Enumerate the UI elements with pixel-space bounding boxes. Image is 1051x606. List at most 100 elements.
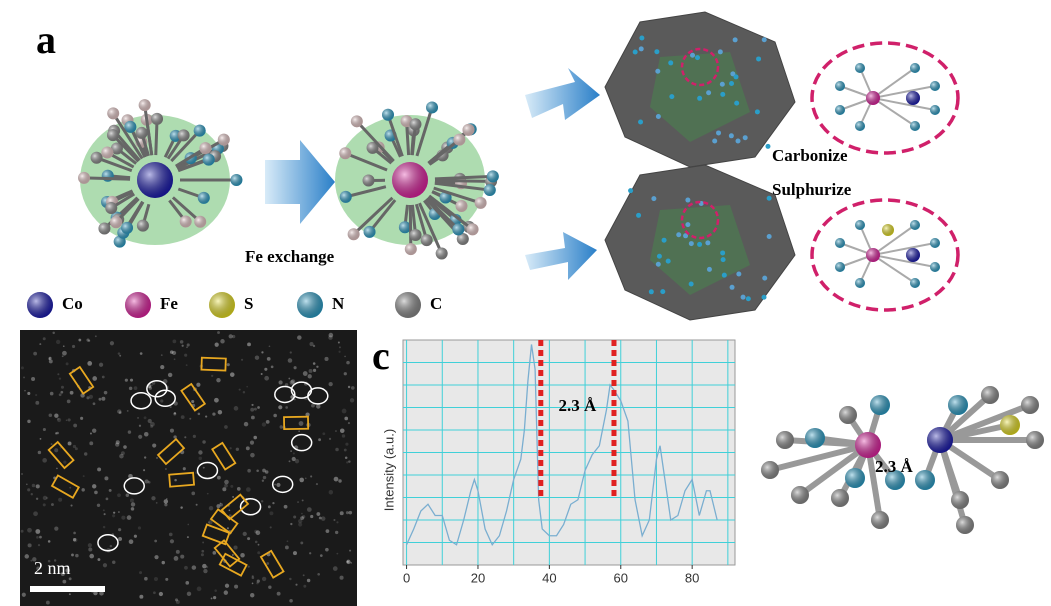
speckle [308, 368, 313, 373]
speckle [335, 430, 337, 432]
speckle [312, 344, 316, 348]
speckle [117, 511, 120, 513]
site [676, 232, 682, 238]
speckle [229, 372, 235, 377]
speckle [138, 424, 142, 427]
atom-shade [137, 162, 173, 198]
speckle [350, 561, 353, 564]
speckle [69, 390, 74, 395]
atom-marker [271, 475, 294, 494]
pair-marker [213, 539, 241, 568]
speckle [253, 407, 257, 411]
atom-shade [382, 108, 395, 121]
atom-shade [483, 184, 496, 197]
speckle [268, 585, 272, 589]
bond [872, 97, 936, 111]
speckle [173, 435, 177, 439]
speckle [67, 441, 72, 446]
speckle [255, 530, 261, 536]
speckle [33, 351, 38, 356]
speckle [301, 499, 304, 502]
speckle [294, 459, 300, 464]
speckle [247, 468, 251, 473]
speckle [74, 447, 78, 451]
bond [352, 196, 394, 236]
atom-shade [910, 63, 920, 73]
site [628, 188, 634, 194]
speckle [129, 378, 134, 382]
atom-shade [98, 222, 111, 235]
speckle [143, 416, 147, 420]
speckle [126, 515, 132, 520]
speckle [36, 536, 39, 539]
speckle [186, 536, 189, 539]
speckle [301, 515, 306, 519]
speckle [30, 559, 33, 562]
speckle [333, 476, 339, 482]
legend-label: C [430, 294, 442, 313]
atom-shade [1000, 415, 1020, 435]
speckle [216, 475, 221, 480]
speckle [246, 487, 251, 492]
site [720, 257, 726, 263]
bond [355, 120, 395, 163]
speckle [42, 503, 46, 507]
atom-shade [930, 81, 940, 91]
speckle [187, 523, 190, 526]
bond [872, 254, 936, 268]
speckle [202, 466, 205, 469]
site [636, 212, 642, 218]
speckle [224, 479, 229, 485]
speckle [94, 490, 98, 495]
speckle [184, 565, 188, 570]
site [706, 90, 712, 96]
speckle [349, 398, 355, 403]
speckle [198, 456, 202, 461]
speckle [186, 343, 190, 347]
speckle [184, 353, 188, 357]
speckle [315, 483, 319, 486]
speckle [48, 359, 53, 364]
speckle [105, 497, 109, 501]
site [683, 233, 689, 239]
speckle [257, 551, 261, 555]
speckle [128, 386, 133, 391]
atom-shade [110, 216, 123, 229]
speckle [338, 350, 341, 353]
annotation: 2.3 Å [558, 396, 597, 415]
site [685, 197, 691, 203]
atom-marker [123, 477, 145, 495]
site [639, 35, 645, 41]
site [716, 130, 722, 136]
speckle [139, 594, 144, 599]
speckle [224, 583, 230, 588]
atom-marker [97, 533, 119, 552]
speckle [65, 362, 69, 366]
speckle [278, 405, 283, 410]
speckle [154, 555, 159, 560]
atom-shade [177, 129, 190, 142]
bond [872, 67, 916, 99]
speckle [78, 338, 82, 342]
bond [872, 97, 916, 127]
bond [433, 186, 482, 205]
speckle [328, 332, 334, 338]
speckle [56, 417, 60, 421]
atom-shade [835, 262, 845, 272]
atom-shade [855, 432, 881, 458]
site [756, 56, 762, 62]
speckle [102, 525, 106, 529]
speckle [269, 511, 274, 516]
site [745, 296, 751, 302]
atom-shade [791, 486, 809, 504]
speckle [192, 434, 196, 438]
speckle [63, 460, 67, 464]
speckle [226, 363, 230, 367]
speckle [229, 447, 232, 450]
speckle [45, 496, 49, 500]
speckle [202, 440, 206, 444]
speckle [180, 415, 185, 420]
bond [418, 202, 444, 255]
pair-marker [68, 365, 95, 395]
